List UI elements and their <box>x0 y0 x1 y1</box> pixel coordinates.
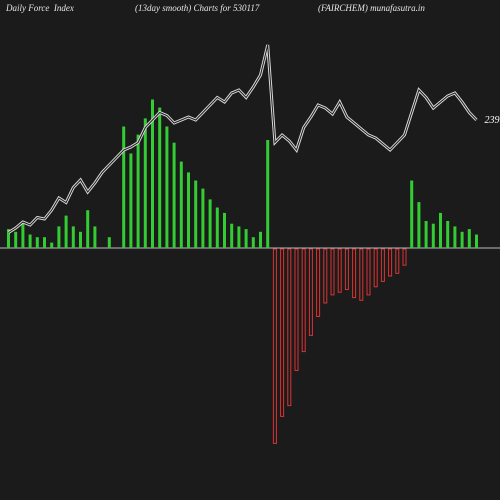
force-index-bar <box>215 207 219 248</box>
force-index-bar <box>308 248 313 336</box>
force-index-bar <box>57 226 61 248</box>
force-index-bar <box>352 248 357 299</box>
force-index-bar <box>330 248 335 296</box>
force-index-bar <box>208 199 212 248</box>
force-index-bar <box>230 223 234 248</box>
force-index-bar <box>388 248 393 277</box>
force-index-bar <box>259 231 262 248</box>
force-index-bar <box>316 248 321 317</box>
last-price-label: 2391.95 <box>485 115 500 126</box>
force-index-bar <box>417 202 421 248</box>
force-index-bar <box>323 248 328 304</box>
force-index-bar <box>460 231 464 248</box>
force-index-bar <box>201 188 205 248</box>
force-index-bar <box>172 142 176 248</box>
force-index-bar <box>467 229 471 248</box>
force-index-bar <box>165 126 169 248</box>
force-index-bar <box>410 180 414 248</box>
force-index-bar <box>402 248 407 266</box>
force-index-bar <box>187 172 190 248</box>
force-index-bar <box>424 221 428 248</box>
force-index-bar <box>301 248 306 353</box>
force-index-bar <box>266 140 270 248</box>
force-index-bar <box>272 248 277 444</box>
force-index-bar <box>93 226 97 248</box>
force-index-bars <box>7 99 478 444</box>
force-index-bar <box>43 237 46 248</box>
force-index-bar <box>35 237 39 248</box>
force-index-bar <box>337 248 342 293</box>
force-index-bar <box>244 229 248 248</box>
price-line-outline <box>7 44 478 234</box>
chart-subtitle: (13day smooth) Charts for 530117 <box>135 3 260 13</box>
force-index-bar <box>446 221 450 248</box>
force-index-bar <box>21 223 25 248</box>
force-index-bar <box>129 153 133 248</box>
force-index-bar <box>359 248 364 301</box>
force-index-bar <box>294 248 299 371</box>
force-index-bar <box>431 223 435 248</box>
force-index-bar <box>7 229 10 248</box>
force-index-bar <box>64 215 68 248</box>
force-index-bar <box>158 107 162 248</box>
force-index-bar <box>194 180 198 248</box>
force-index-bar <box>143 118 147 249</box>
force-index-bar <box>453 226 457 248</box>
force-index-bar <box>373 248 378 288</box>
force-index-bar <box>151 99 154 248</box>
chart-source: (FAIRCHEM) munafasutra.in <box>318 3 425 13</box>
force-index-bar <box>395 248 400 274</box>
force-index-bar <box>122 126 126 248</box>
force-index-bar <box>475 234 478 248</box>
force-index-bar <box>223 212 226 248</box>
force-index-bar <box>237 226 241 248</box>
force-index-bar <box>251 237 255 248</box>
force-index-bar <box>86 210 90 248</box>
force-index-bar <box>136 134 140 248</box>
force-index-bar <box>28 234 32 248</box>
force-index-bar <box>107 237 111 248</box>
force-index-bar <box>439 212 442 248</box>
force-index-bar <box>280 248 285 417</box>
force-index-bar <box>50 242 54 248</box>
force-index-bar <box>287 248 292 407</box>
chart-title: Daily Force Index <box>6 3 74 13</box>
force-index-bar <box>380 248 385 282</box>
force-index-bar <box>79 231 82 248</box>
force-index-bar <box>71 226 75 248</box>
price-line <box>8 44 477 233</box>
force-index-bar <box>179 161 183 248</box>
force-index-bar <box>344 248 349 290</box>
force-index-bar <box>14 231 18 248</box>
force-index-bar <box>366 248 371 296</box>
